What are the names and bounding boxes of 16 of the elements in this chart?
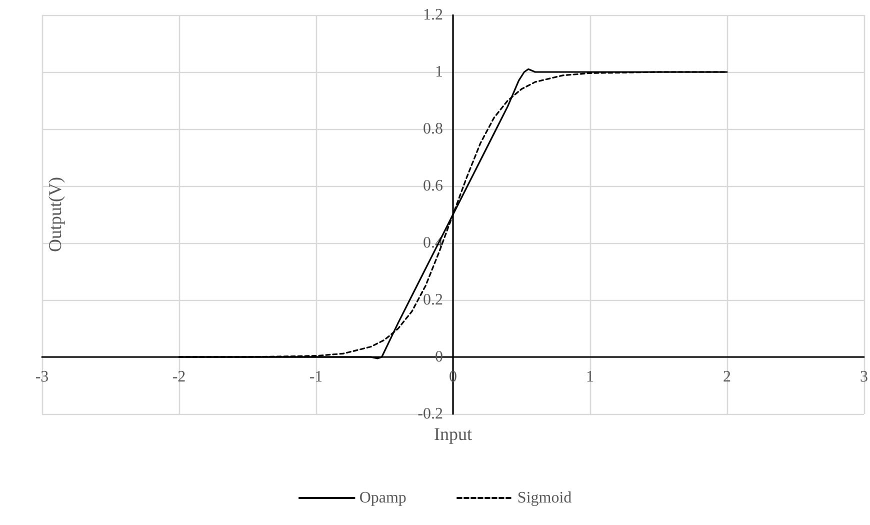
legend-label: Sigmoid bbox=[517, 490, 572, 506]
y-tick-label: 0.6 bbox=[423, 178, 443, 194]
x-axis-title: Input bbox=[434, 424, 472, 444]
y-axis-title: Output(V) bbox=[45, 177, 65, 252]
y-tick-label: 0.8 bbox=[423, 120, 443, 138]
x-tick-label: 3 bbox=[860, 368, 868, 386]
x-tick-label: -1 bbox=[309, 368, 323, 386]
x-tick-label: -2 bbox=[172, 368, 186, 386]
y-tick-label: -0.2 bbox=[418, 406, 443, 422]
x-tick-label: 2 bbox=[723, 368, 731, 386]
x-tick-label: -3 bbox=[35, 368, 49, 386]
y-tick-label: 0.2 bbox=[423, 292, 443, 308]
y-tick-label: 1.2 bbox=[423, 6, 443, 24]
legend-label: Opamp bbox=[359, 490, 406, 506]
y-tick-label: 1 bbox=[435, 64, 443, 80]
x-tick-label: 1 bbox=[586, 368, 594, 386]
